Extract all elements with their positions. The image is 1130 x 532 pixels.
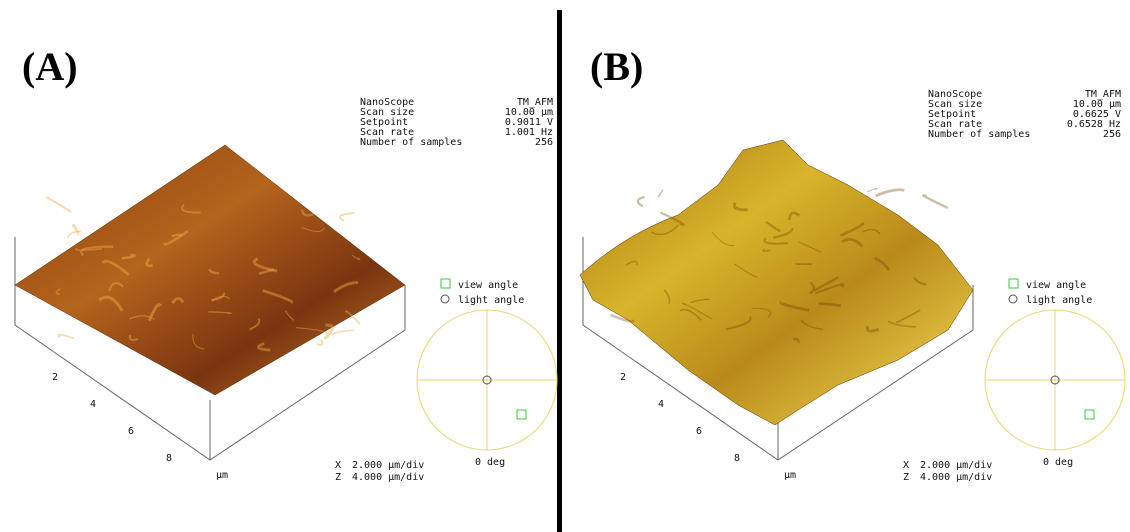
light-angle-icon xyxy=(1009,295,1017,303)
axis-tick-label: 2 xyxy=(52,372,58,383)
surface-texture xyxy=(638,197,645,206)
legend-label: view angle xyxy=(458,280,518,291)
angle-dial-cross xyxy=(985,310,1125,450)
view-marker xyxy=(517,410,526,419)
scale-value: 2.000 µm/div xyxy=(920,460,992,471)
angle-dial-cross xyxy=(417,310,557,450)
surface-texture xyxy=(796,264,812,265)
surface-texture xyxy=(867,188,877,192)
axis-tick-label: 6 xyxy=(696,426,702,437)
scale-value: 2.000 µm/div xyxy=(352,460,424,471)
axis-unit: µm xyxy=(216,470,228,481)
panel-label: (B) xyxy=(590,44,643,89)
scale-axis: Z xyxy=(903,472,909,483)
view-marker xyxy=(1085,410,1094,419)
info-key: Number of samples xyxy=(928,129,1030,140)
surface-texture xyxy=(658,190,663,197)
axis-tick-label: 4 xyxy=(90,399,96,410)
legend-label: light angle xyxy=(458,295,524,306)
surface-texture xyxy=(46,197,71,212)
legend-label: view angle xyxy=(1026,280,1086,291)
view-angle-icon xyxy=(1009,279,1018,288)
scale-axis: X xyxy=(903,460,909,471)
angle-label: 0 deg xyxy=(1043,457,1073,468)
info-value: 256 xyxy=(1103,129,1121,140)
axis-tick-label: 2 xyxy=(620,372,626,383)
surface-texture xyxy=(59,335,74,339)
panel: (A)2468µmNanoScopeTM_AFMScan size10.00 µ… xyxy=(15,44,557,483)
scale-axis: X xyxy=(335,460,341,471)
surface xyxy=(580,140,973,425)
surface-texture xyxy=(876,190,905,196)
info-value: 256 xyxy=(535,137,553,148)
surface-texture xyxy=(340,213,354,221)
panel-label: (A) xyxy=(22,44,78,89)
surface-texture xyxy=(316,339,322,345)
axis-tick-label: 6 xyxy=(128,426,134,437)
surface-texture xyxy=(923,195,948,208)
scale-value: 4.000 µm/div xyxy=(352,472,424,483)
axis-tick-label: 8 xyxy=(734,453,740,464)
view-angle-icon xyxy=(441,279,450,288)
scale-value: 4.000 µm/div xyxy=(920,472,992,483)
divider xyxy=(557,10,562,532)
axis-tick-label: 4 xyxy=(658,399,664,410)
figure: (A)2468µmNanoScopeTM_AFMScan size10.00 µ… xyxy=(0,0,1130,532)
legend-label: light angle xyxy=(1026,295,1092,306)
axis-tick-label: 8 xyxy=(166,453,172,464)
surface-texture xyxy=(333,330,354,335)
panel: (B)2468µmNanoScopeTM_AFMScan size10.00 µ… xyxy=(580,44,1125,483)
angle-label: 0 deg xyxy=(475,457,505,468)
light-angle-icon xyxy=(441,295,449,303)
axis-unit: µm xyxy=(784,470,796,481)
scale-axis: Z xyxy=(335,472,341,483)
info-key: Number of samples xyxy=(360,137,462,148)
